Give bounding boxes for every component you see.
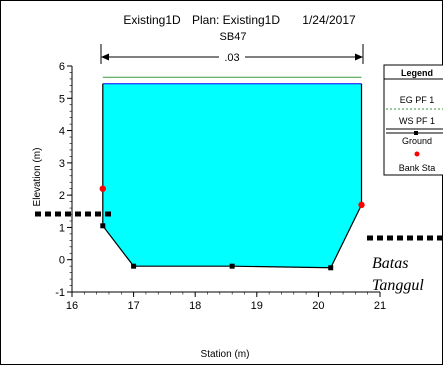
x-axis-label: Station (m) [201,349,250,360]
y-tick-label: 0 [59,255,65,267]
plot-area: 16 17 18 19 20 21 -1 0 1 2 3 4 5 6 [55,61,386,312]
x-tick-label: 21 [374,300,386,312]
x-tick-label: 20 [312,300,324,312]
plan-label: Plan: Existing1D [192,13,280,27]
legend-title: Legend [401,68,433,78]
ground-point [328,265,333,270]
manning-label: .03 [224,52,239,64]
y-tick-label: 4 [59,126,65,138]
y-tick-label: 1 [59,222,65,234]
arrow-left-icon [101,54,109,61]
y-tick-label: 3 [59,158,65,170]
y-tick-label: 5 [59,93,65,105]
y-tick-label: -1 [55,287,65,299]
x-tick-label: 16 [66,300,78,312]
legend-label-bank: Bank Sta [399,163,436,173]
y-tick-label: 6 [59,61,65,73]
bank-station-point [358,202,364,208]
legend-label-eg: EG PF 1 [400,95,435,105]
section-id: SB47 [220,31,247,43]
plan-date: 1/24/2017 [302,13,356,27]
x-tick-label: 19 [251,300,263,312]
legend: Legend EG PF 1 WS PF 1 Ground Bank Sta [384,65,443,175]
x-tick-label: 18 [189,300,201,312]
water-fill [103,84,362,268]
bank-station-point [100,185,106,191]
annotation-line2: Tanggul [372,277,424,294]
ground-point [131,264,136,269]
plan-name: Existing1D [123,13,181,27]
y-axis-label: Elevation (m) [32,148,43,207]
ground-point [100,223,105,228]
annotation-line1: Batas [372,255,408,272]
legend-label-ground: Ground [402,136,432,146]
y-tick-label: 2 [59,190,65,202]
manning-dimension: .03 [101,44,363,64]
legend-label-ws: WS PF 1 [399,116,435,126]
ground-point [230,264,235,269]
x-tick-label: 17 [127,300,139,312]
legend-swatch-ground-marker [414,131,418,135]
arrow-right-icon [355,54,363,61]
legend-swatch-bank [415,152,420,157]
